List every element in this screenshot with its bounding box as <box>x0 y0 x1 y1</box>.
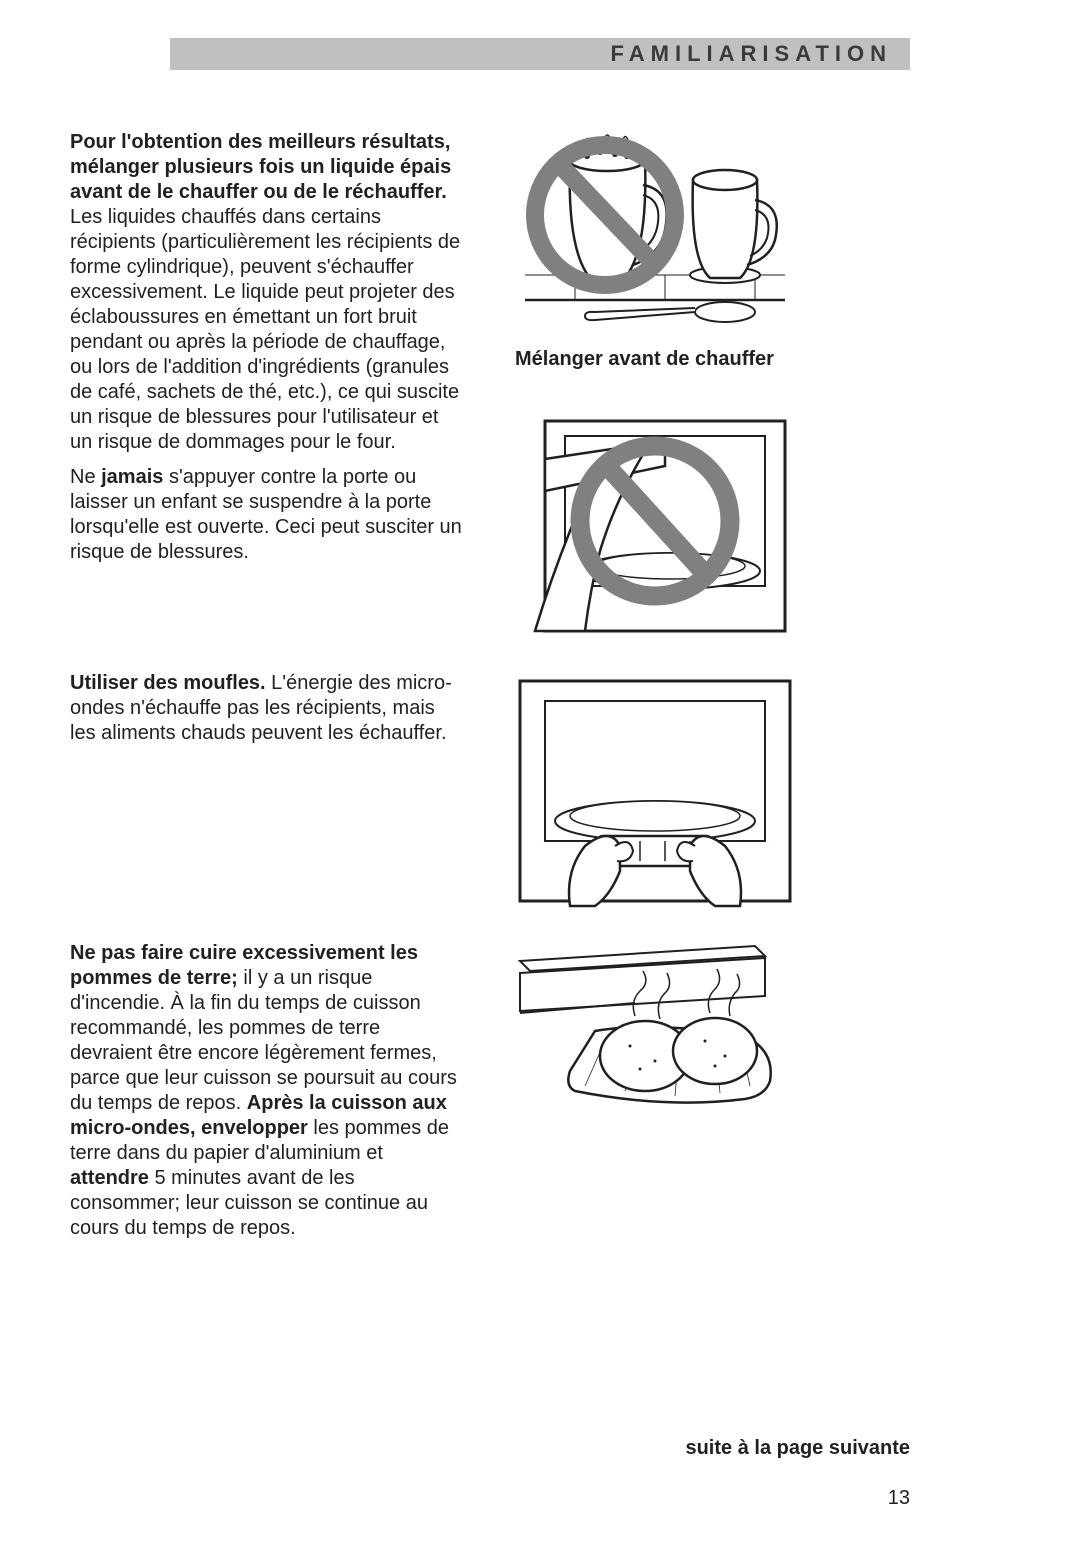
potatoes-illustration <box>515 941 795 1111</box>
para-door-bold: jamais <box>101 466 163 488</box>
section-2: Utiliser des moufles. L'énergie des micr… <box>70 671 910 911</box>
section-3: Ne pas faire cuire excessivement les pom… <box>70 941 910 1251</box>
para-pot-bold3: attendre <box>70 1167 149 1189</box>
para-door-pre: Ne <box>70 466 101 488</box>
section-3-image <box>515 941 910 1251</box>
section-2-text: Utiliser des moufles. L'énergie des micr… <box>70 671 465 911</box>
header-bar: FAMILIARISATION <box>170 38 910 70</box>
para-stir-rest: Les liquides chauffés dans certains réci… <box>70 206 460 453</box>
page-content: Pour l'obtention des meilleurs résultats… <box>70 130 910 1520</box>
section-2-image <box>515 671 910 911</box>
door-lean-prohibited-illustration <box>515 411 795 641</box>
page-section-title: FAMILIARISATION <box>611 41 892 67</box>
para-stir-liquids: Pour l'obtention des meilleurs résultats… <box>70 130 465 455</box>
oven-mitts-illustration <box>515 671 795 911</box>
para-stir-bold: Pour l'obtention des meilleurs résultats… <box>70 131 451 203</box>
section-1: Pour l'obtention des meilleurs résultats… <box>70 130 910 641</box>
section-1-images: Mélanger avant de chauffer <box>515 130 910 641</box>
para-door-lean: Ne jamais s'appuyer contre la porte ou l… <box>70 465 465 565</box>
para-potatoes: Ne pas faire cuire excessivement les pom… <box>70 941 465 1241</box>
page-number: 13 <box>888 1487 910 1510</box>
mugs-caption: Mélanger avant de chauffer <box>515 348 774 371</box>
continued-next-page: suite à la page suivante <box>685 1437 910 1460</box>
section-1-text: Pour l'obtention des meilleurs résultats… <box>70 130 465 641</box>
para-oven-mitts: Utiliser des moufles. L'énergie des micr… <box>70 671 465 746</box>
para-mitts-bold: Utiliser des moufles. <box>70 672 271 694</box>
mugs-prohibited-illustration <box>515 130 795 330</box>
section-3-text: Ne pas faire cuire excessivement les pom… <box>70 941 465 1251</box>
